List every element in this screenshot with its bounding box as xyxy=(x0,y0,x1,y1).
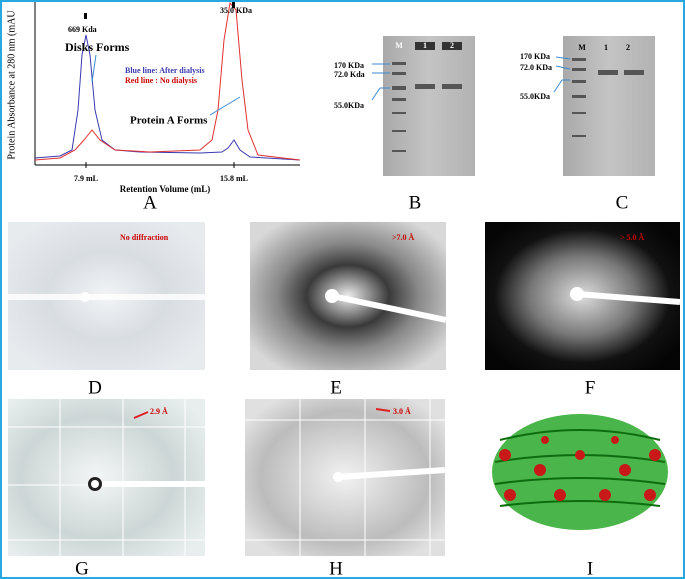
lane-label: 1 xyxy=(604,43,608,52)
note: >7.0 Å xyxy=(392,233,415,242)
gel xyxy=(383,36,475,176)
panel-label: G xyxy=(75,558,89,579)
lane-label: 2 xyxy=(626,43,630,52)
lane-label: M xyxy=(578,43,586,52)
peak-marker xyxy=(232,2,235,8)
marker-lines xyxy=(371,63,390,101)
panel-label: F xyxy=(585,377,596,398)
diffraction-d xyxy=(8,222,205,370)
peak-label: 35.0 KDa xyxy=(220,6,252,15)
diffraction-f xyxy=(485,222,681,370)
chromatogram xyxy=(34,1,301,168)
marker-label: 55.0KDa xyxy=(334,101,364,110)
note: No diffraction xyxy=(120,233,169,242)
diffraction-h xyxy=(245,399,446,556)
y-axis-label: Protein Absorbance at 280 nm (mAU xyxy=(6,10,17,160)
legend-entry: Blue line: After dialysis xyxy=(125,66,205,75)
note: 3.0 Å xyxy=(393,407,411,416)
bands xyxy=(572,58,644,137)
annotation: Protein A Forms xyxy=(130,115,208,127)
panel-label: A xyxy=(143,192,157,213)
gel xyxy=(563,36,655,176)
blue-curve xyxy=(34,34,301,161)
peak-label: 669 Kda xyxy=(68,25,97,34)
arrow xyxy=(91,54,97,83)
lane-label: M xyxy=(395,41,403,50)
lane-label: 2 xyxy=(450,41,454,50)
marker-label: 170 KDa xyxy=(520,52,550,61)
bands xyxy=(392,42,462,152)
panel-label: H xyxy=(329,558,343,579)
diffraction-g xyxy=(8,399,205,556)
x-label: 15.8 mL xyxy=(220,174,248,183)
x-label: 7.9 mL xyxy=(74,174,98,183)
marker-label: 72.0 Kda xyxy=(334,70,365,79)
x-axis-label: Retention Volume (mL) xyxy=(120,184,211,194)
annotation: Disks Forms xyxy=(65,40,130,54)
marker-label: 55.0KDa xyxy=(520,92,550,101)
panel-label: D xyxy=(88,377,102,398)
red-curve xyxy=(34,1,301,161)
diffraction-e xyxy=(250,222,447,370)
panel-label: I xyxy=(587,558,593,579)
peak-marker xyxy=(84,13,87,19)
panel-label: E xyxy=(330,377,342,398)
marker-lines xyxy=(553,56,571,93)
note: > 5.0 Å xyxy=(620,233,645,242)
lane-label: 1 xyxy=(423,41,427,50)
protein-structure xyxy=(492,414,668,530)
legend-entry: Red line : No dialysis xyxy=(125,76,197,85)
marker-label: 72.0 KDa xyxy=(520,63,552,72)
panel-label: B xyxy=(409,192,422,213)
marker-label: 170 KDa xyxy=(334,61,364,70)
panel-label: C xyxy=(616,192,629,213)
arrow xyxy=(209,96,241,116)
note: 2.9 Å xyxy=(150,407,168,416)
